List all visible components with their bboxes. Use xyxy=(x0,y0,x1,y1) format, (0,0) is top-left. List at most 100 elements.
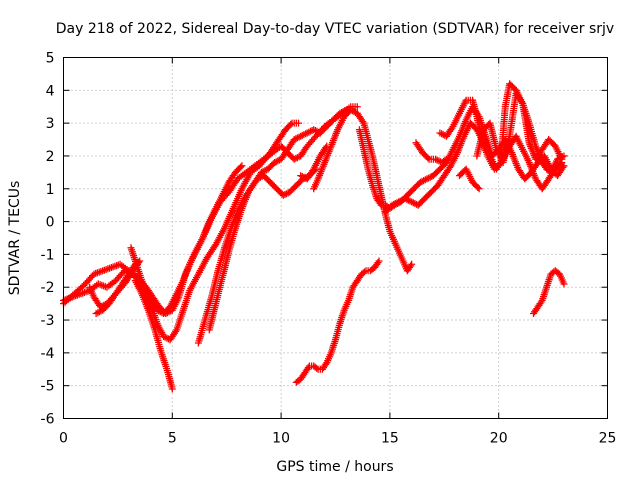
data-point xyxy=(212,226,228,249)
data-point xyxy=(245,180,258,196)
data-point xyxy=(147,296,160,313)
data-point xyxy=(401,195,414,205)
series-arc-13 xyxy=(473,90,566,166)
data-point xyxy=(227,210,241,232)
data-point xyxy=(462,96,474,104)
axes-layer: 0 5 10 15 20 25 -6 -5 -4 -3 -2 -1 0 1 2 3 4 5 xyxy=(41,51,617,447)
data-point xyxy=(316,144,330,160)
data-point xyxy=(519,99,533,145)
data-point xyxy=(506,80,519,93)
data-point xyxy=(499,134,513,166)
data-point xyxy=(238,190,252,212)
data-point xyxy=(234,170,248,183)
data-point xyxy=(314,160,328,183)
data-point xyxy=(462,165,476,184)
data-point xyxy=(98,300,111,310)
data-point xyxy=(545,136,558,149)
data-point xyxy=(373,172,385,197)
data-point xyxy=(547,157,560,176)
data-point xyxy=(547,268,558,278)
data-point xyxy=(194,318,208,347)
data-point xyxy=(122,267,137,286)
data-point xyxy=(168,385,176,393)
x-tick-label: 15 xyxy=(381,431,399,447)
data-point xyxy=(447,151,460,170)
y-tick-label: 3 xyxy=(46,116,55,132)
y-tick-label: 1 xyxy=(46,182,55,198)
data-point xyxy=(456,98,469,117)
data-point xyxy=(194,256,210,278)
data-point xyxy=(168,295,182,314)
data-point xyxy=(225,170,238,186)
data-point xyxy=(260,172,273,185)
series-arc-14 xyxy=(456,165,483,193)
data-point xyxy=(231,163,245,176)
data-point xyxy=(153,319,167,339)
data-point xyxy=(173,308,186,334)
data-point xyxy=(386,227,397,243)
data-point xyxy=(144,306,158,332)
data-point xyxy=(440,163,454,180)
data-point xyxy=(242,163,257,176)
data-point xyxy=(284,137,297,153)
series-arc-5 xyxy=(127,162,246,317)
data-point xyxy=(475,185,483,193)
data-point xyxy=(449,111,463,130)
data-point xyxy=(353,103,361,111)
data-point xyxy=(453,134,467,157)
data-point xyxy=(186,272,201,294)
data-point xyxy=(279,189,292,199)
data-point xyxy=(290,153,303,163)
data-point xyxy=(329,111,342,124)
data-point xyxy=(371,259,382,271)
data-point xyxy=(323,142,331,150)
data-point xyxy=(353,272,364,285)
data-point xyxy=(290,133,303,143)
data-point xyxy=(173,279,186,298)
data-point xyxy=(303,134,318,150)
data-point xyxy=(414,196,427,209)
data-point xyxy=(506,92,520,140)
data-point xyxy=(532,147,545,163)
data-point xyxy=(116,260,131,273)
data-point xyxy=(377,201,387,209)
data-point xyxy=(99,264,114,275)
data-point xyxy=(105,290,120,306)
series-arc-7 xyxy=(205,106,350,334)
y-tick-label: 5 xyxy=(46,51,55,67)
data-point xyxy=(255,154,271,170)
data-point xyxy=(288,119,300,127)
data-point xyxy=(292,176,306,189)
x-axis-label: GPS time / hours xyxy=(276,459,393,475)
y-tick-label: -1 xyxy=(41,247,55,263)
data-point xyxy=(373,195,384,207)
data-point xyxy=(340,298,352,314)
data-point xyxy=(316,124,329,137)
data-point xyxy=(160,333,172,343)
data-point xyxy=(212,275,226,308)
data-point xyxy=(382,203,395,216)
y-tick-label: -6 xyxy=(41,412,55,428)
data-point xyxy=(525,119,539,148)
data-point xyxy=(318,360,330,373)
data-point xyxy=(127,244,141,270)
data-point xyxy=(551,267,562,277)
data-point xyxy=(92,307,105,317)
data-point xyxy=(203,242,219,262)
data-point xyxy=(303,167,317,183)
data-point xyxy=(113,280,128,296)
y-tick-label: 2 xyxy=(46,149,55,165)
y-axis-label: SDTVAR / TECUs xyxy=(7,181,23,296)
data-point xyxy=(375,257,383,265)
data-point xyxy=(416,176,429,186)
data-point xyxy=(449,134,463,153)
data-point xyxy=(81,272,96,288)
data-point xyxy=(251,170,264,186)
data-point xyxy=(297,370,308,383)
series-arc-11 xyxy=(412,139,450,166)
data-point xyxy=(151,326,165,355)
data-point xyxy=(323,117,336,130)
data-point xyxy=(140,283,154,302)
data-point xyxy=(423,173,436,183)
